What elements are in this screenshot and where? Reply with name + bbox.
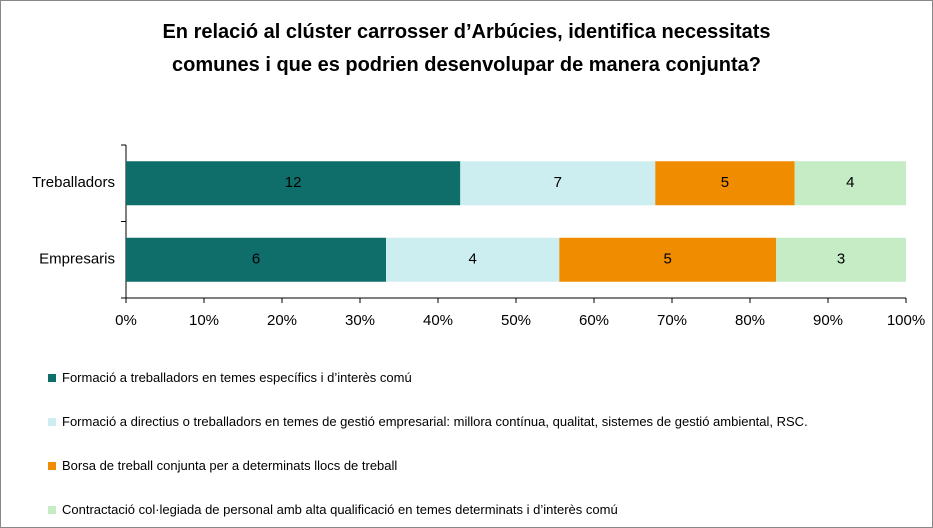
category-label: Empresaris xyxy=(39,251,115,268)
bar-segment xyxy=(794,161,906,206)
legend-swatch xyxy=(48,462,56,470)
legend-label: Formació a treballadors en temes específ… xyxy=(62,370,412,385)
x-tick-label: 50% xyxy=(501,312,531,329)
category-label: Treballadors xyxy=(32,174,115,191)
legend-label: Contractació col·legiada de personal amb… xyxy=(62,502,618,517)
data-label: 12 xyxy=(285,174,302,191)
title-box: En relació al clúster carrosser d’Arbúci… xyxy=(162,21,771,76)
legend-swatch xyxy=(48,374,56,382)
legend-item: Borsa de treball conjunta per a determin… xyxy=(48,458,888,474)
x-tick-label: 70% xyxy=(657,312,687,329)
data-label: 7 xyxy=(554,174,562,191)
legend-item: Contractació col·legiada de personal amb… xyxy=(48,502,888,518)
legend-label: Formació a directius o treballadors en t… xyxy=(62,414,808,429)
x-tick-label: 90% xyxy=(813,312,843,329)
x-tick-label: 40% xyxy=(423,312,453,329)
bar-segment xyxy=(126,237,386,282)
bar-segment xyxy=(460,161,656,206)
legend-item: Formació a treballadors en temes específ… xyxy=(48,370,888,386)
data-label: 5 xyxy=(663,251,671,268)
data-label: 6 xyxy=(252,251,260,268)
bar-segment xyxy=(559,237,776,282)
data-label: 4 xyxy=(846,174,854,191)
data-label: 4 xyxy=(468,251,476,268)
bar-segment xyxy=(386,237,560,282)
x-tick-label: 30% xyxy=(345,312,375,329)
legend-item: Formació a directius o treballadors en t… xyxy=(48,414,888,430)
x-tick-label: 60% xyxy=(579,312,609,329)
bar-segment xyxy=(655,161,795,206)
legend-swatch xyxy=(48,418,56,426)
legend-swatch xyxy=(48,506,56,514)
x-tick-label: 10% xyxy=(189,312,219,329)
bar-segment xyxy=(126,161,461,206)
x-tick-label: 0% xyxy=(115,312,137,329)
chart-title: En relació al clúster carrosser d’Arbúci… xyxy=(162,21,771,76)
bar-segment xyxy=(776,237,906,282)
x-tick-label: 20% xyxy=(267,312,297,329)
x-tick-label: 80% xyxy=(735,312,765,329)
data-label: 3 xyxy=(837,251,845,268)
x-tick-label: 100% xyxy=(887,312,925,329)
data-label: 5 xyxy=(721,174,729,191)
legend-label: Borsa de treball conjunta per a determin… xyxy=(62,458,398,473)
